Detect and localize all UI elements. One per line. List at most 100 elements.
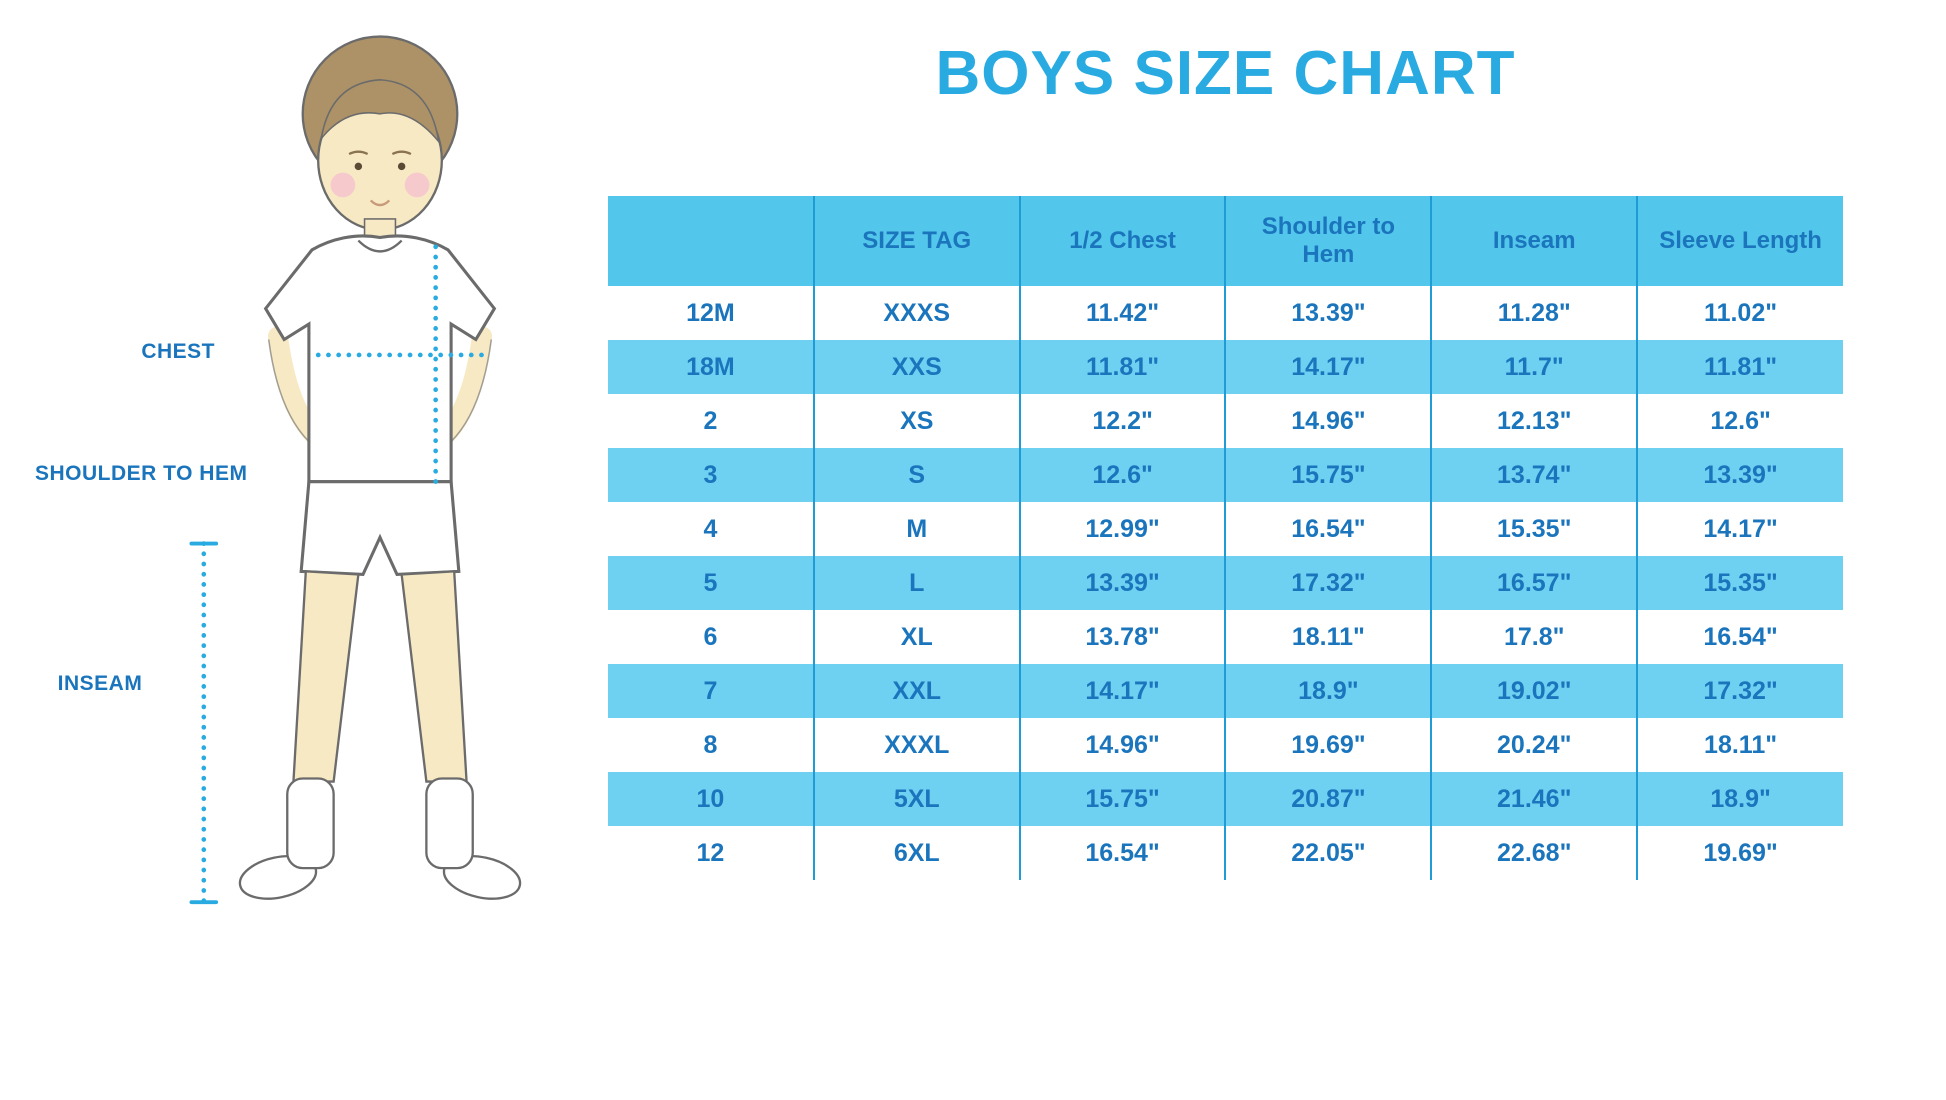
boy-shorts [299, 480, 461, 577]
boy-collar [357, 239, 403, 253]
table-row: 6 XL 13.78" 18.11" 17.8" 16.54" [608, 610, 1843, 664]
boy-face [317, 79, 443, 231]
table-cell: XXXL [812, 718, 1020, 772]
table-cell: XS [812, 394, 1020, 448]
column-header: Shoulder to Hem [1224, 196, 1432, 286]
column-header [608, 196, 814, 286]
boy-legs [292, 570, 468, 783]
table-cell: 18M [608, 340, 814, 394]
table-cell: XXXS [812, 286, 1020, 340]
boy-tshirt [263, 234, 497, 484]
table-cell: 7 [608, 664, 814, 718]
inseam-label: INSEAM [57, 672, 143, 695]
table-cell: 13.78" [1018, 610, 1226, 664]
table-cell: 3 [608, 448, 814, 502]
table-cell: M [812, 502, 1020, 556]
table-cell: XXS [812, 340, 1020, 394]
table-cell: 16.54" [1636, 610, 1843, 664]
table-cell: 10 [608, 772, 814, 826]
table-cell: 12.2" [1018, 394, 1226, 448]
table-cell: 13.39" [1224, 286, 1432, 340]
table-cell: 15.35" [1430, 502, 1638, 556]
table-row: 5 L 13.39" 17.32" 16.57" 15.35" [608, 556, 1843, 610]
table-cell: XL [812, 610, 1020, 664]
boy-illustration [189, 35, 522, 905]
table-cell: 6 [608, 610, 814, 664]
table-cell: 18.9" [1636, 772, 1843, 826]
table-cell: 18.9" [1224, 664, 1432, 718]
table-cell: 15.75" [1018, 772, 1226, 826]
table-cell: 12.6" [1636, 394, 1843, 448]
table-cell: 17.32" [1224, 556, 1432, 610]
table-cell: 14.96" [1224, 394, 1432, 448]
table-cell: 6XL [812, 826, 1020, 880]
chest-label: CHEST [141, 340, 215, 363]
table-cell: 15.75" [1224, 448, 1432, 502]
table-cell: 12 [608, 826, 814, 880]
size-chart-table: SIZE TAG 1/2 Chest Shoulder to Hem Inseam Sl… [608, 196, 1843, 880]
table-cell: XXL [812, 664, 1020, 718]
size-table-body: 12M XXXS 11.42" 13.39" 11.28" 11.02" 18M XXS 11.… [608, 286, 1843, 880]
table-row: 8 XXXL 14.96" 19.69" 20.24" 18.11" [608, 718, 1843, 772]
table-cell: 11.81" [1636, 340, 1843, 394]
table-cell: 13.39" [1018, 556, 1226, 610]
table-cell: 15.35" [1636, 556, 1843, 610]
table-cell: 16.54" [1224, 502, 1432, 556]
table-cell: L [812, 556, 1020, 610]
table-cell: 11.42" [1018, 286, 1226, 340]
table-row: 10 5XL 15.75" 20.87" 21.46" 18.9" [608, 772, 1843, 826]
table-row: 4 M 12.99" 16.54" 15.35" 14.17" [608, 502, 1843, 556]
table-cell: 13.74" [1430, 448, 1638, 502]
table-cell: 18.11" [1224, 610, 1432, 664]
table-cell: 11.28" [1430, 286, 1638, 340]
size-table-header-row: SIZE TAG 1/2 Chest Shoulder to Hem Inseam Sl… [608, 196, 1843, 286]
column-header: 1/2 Chest [1018, 196, 1226, 286]
table-cell: 2 [608, 394, 814, 448]
column-header: Sleeve Length [1636, 196, 1843, 286]
table-cell: 17.8" [1430, 610, 1638, 664]
column-header: Inseam [1430, 196, 1638, 286]
table-cell: 12.99" [1018, 502, 1226, 556]
table-row: 12M XXXS 11.42" 13.39" 11.28" 11.02" [608, 286, 1843, 340]
table-cell: 19.69" [1224, 718, 1432, 772]
measurement-lines [201, 244, 488, 905]
table-cell: 20.87" [1224, 772, 1432, 826]
table-cell: 22.05" [1224, 826, 1432, 880]
table-cell: 18.11" [1636, 718, 1843, 772]
table-cell: 12.6" [1018, 448, 1226, 502]
table-cell: 11.02" [1636, 286, 1843, 340]
table-cell: 11.81" [1018, 340, 1226, 394]
table-cell: S [812, 448, 1020, 502]
table-cell: 4 [608, 502, 814, 556]
table-cell: 17.32" [1636, 664, 1843, 718]
table-cell: 14.17" [1018, 664, 1226, 718]
column-header: SIZE TAG [812, 196, 1020, 286]
table-cell: 12.13" [1430, 394, 1638, 448]
table-cell: 12M [608, 286, 814, 340]
boy-arms-outline [267, 339, 493, 443]
table-row: 12 6XL 16.54" 22.05" 22.68" 19.69" [608, 826, 1843, 880]
inseam-end-ticks [189, 541, 219, 905]
table-row: 7 XXL 14.17" 18.9" 19.02" 17.32" [608, 664, 1843, 718]
table-cell: 14.17" [1224, 340, 1432, 394]
table-row: 18M XXS 11.81" 14.17" 11.7" 11.81" [608, 340, 1843, 394]
table-cell: 14.96" [1018, 718, 1226, 772]
table-cell: 19.02" [1430, 664, 1638, 718]
table-cell: 21.46" [1430, 772, 1638, 826]
table-cell: 8 [608, 718, 814, 772]
table-cell: 5 [608, 556, 814, 610]
table-row: 2 XS 12.2" 14.96" 12.13" 12.6" [608, 394, 1843, 448]
boy-socks [238, 777, 522, 900]
table-cell: 16.54" [1018, 826, 1226, 880]
table-cell: 13.39" [1636, 448, 1843, 502]
measurement-figure-area: CHEST SHOULDER TO HEM INSEAM [0, 0, 600, 973]
shoulder-to-hem-label: SHOULDER TO HEM [35, 462, 248, 485]
table-cell: 5XL [812, 772, 1020, 826]
table-cell: 19.69" [1636, 826, 1843, 880]
table-cell: 20.24" [1430, 718, 1638, 772]
table-cell: 16.57" [1430, 556, 1638, 610]
table-cell: 22.68" [1430, 826, 1638, 880]
table-cell: 14.17" [1636, 502, 1843, 556]
page-title: BOYS SIZE CHART [935, 39, 1516, 108]
table-cell: 11.7" [1430, 340, 1638, 394]
